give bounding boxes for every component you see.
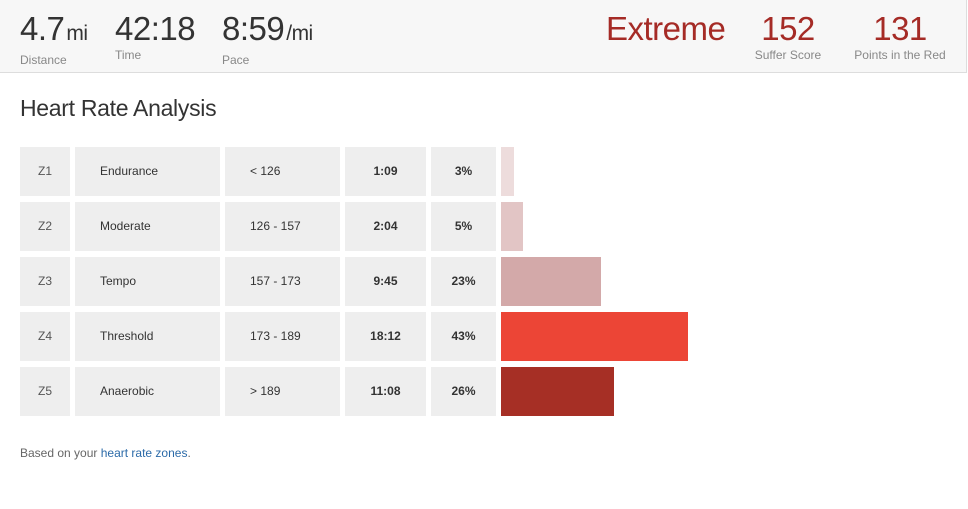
activity-stats-bar: 4.7mi Distance 42:18 Time 8:59/mi Pace E… bbox=[0, 0, 967, 73]
stat-distance: 4.7mi Distance bbox=[20, 10, 88, 67]
stat-points-in-red: 131 Points in the Red bbox=[852, 10, 948, 62]
footnote-text: Based on your bbox=[20, 446, 101, 460]
stat-time-label: Time bbox=[115, 48, 142, 62]
zone-time: 18:12 bbox=[345, 312, 426, 361]
zone-row: Z4 Threshold 173 - 189 18:12 43% bbox=[20, 312, 960, 361]
section-title: Heart Rate Analysis bbox=[20, 95, 217, 121]
footnote: Based on your heart rate zones. bbox=[20, 446, 191, 460]
zone-id: Z1 bbox=[20, 147, 70, 196]
zone-percent: 23% bbox=[431, 257, 496, 306]
zone-percent: 43% bbox=[431, 312, 496, 361]
stat-distance-value: 4.7mi bbox=[20, 10, 88, 53]
zone-bar bbox=[501, 257, 601, 306]
intensity-value: Extreme bbox=[606, 10, 726, 47]
stat-pace-label: Pace bbox=[222, 53, 250, 67]
zone-time: 11:08 bbox=[345, 367, 426, 416]
zone-name: Threshold bbox=[75, 312, 220, 361]
pace-number: 8:59 bbox=[222, 10, 285, 47]
zone-bar bbox=[501, 202, 523, 251]
zone-bar bbox=[501, 147, 514, 196]
zone-id: Z5 bbox=[20, 367, 70, 416]
stat-pace-value: 8:59/mi bbox=[222, 10, 313, 53]
zone-row: Z3 Tempo 157 - 173 9:45 23% bbox=[20, 257, 960, 306]
zone-name: Anaerobic bbox=[75, 367, 220, 416]
stat-intensity: Extreme bbox=[606, 10, 726, 48]
zone-id: Z3 bbox=[20, 257, 70, 306]
zone-name: Tempo bbox=[75, 257, 220, 306]
suffer-score-label: Suffer Score bbox=[754, 48, 822, 62]
zone-name: Endurance bbox=[75, 147, 220, 196]
zone-bar bbox=[501, 367, 614, 416]
zone-range: 126 - 157 bbox=[225, 202, 340, 251]
zone-row: Z2 Moderate 126 - 157 2:04 5% bbox=[20, 202, 960, 251]
zone-percent: 5% bbox=[431, 202, 496, 251]
zone-time: 2:04 bbox=[345, 202, 426, 251]
stat-time: 42:18 Time bbox=[115, 10, 196, 62]
heart-rate-zones-link[interactable]: heart rate zones bbox=[100, 446, 188, 460]
zone-id: Z2 bbox=[20, 202, 70, 251]
stat-time-value: 42:18 bbox=[115, 10, 196, 47]
stat-distance-label: Distance bbox=[20, 53, 67, 67]
zone-range: > 189 bbox=[225, 367, 340, 416]
zone-range: 157 - 173 bbox=[225, 257, 340, 306]
zone-name: Moderate bbox=[75, 202, 220, 251]
zone-id: Z4 bbox=[20, 312, 70, 361]
stat-pace: 8:59/mi Pace bbox=[222, 10, 313, 67]
distance-number: 4.7 bbox=[20, 10, 65, 47]
pace-unit: /mi bbox=[286, 22, 313, 45]
zone-bar bbox=[501, 312, 688, 361]
zone-percent: 26% bbox=[431, 367, 496, 416]
zone-time: 1:09 bbox=[345, 147, 426, 196]
zone-percent: 3% bbox=[431, 147, 496, 196]
footnote-period: . bbox=[187, 446, 191, 460]
zone-time: 9:45 bbox=[345, 257, 426, 306]
distance-unit: mi bbox=[66, 22, 88, 45]
points-in-red-value: 131 bbox=[873, 10, 927, 47]
suffer-score-value: 152 bbox=[761, 10, 815, 47]
zone-range: < 126 bbox=[225, 147, 340, 196]
stat-suffer-score: 152 Suffer Score bbox=[752, 10, 824, 62]
zone-range: 173 - 189 bbox=[225, 312, 340, 361]
zone-row: Z1 Endurance < 126 1:09 3% bbox=[20, 147, 960, 196]
zone-row: Z5 Anaerobic > 189 11:08 26% bbox=[20, 367, 960, 416]
points-in-red-label: Points in the Red bbox=[854, 48, 946, 62]
